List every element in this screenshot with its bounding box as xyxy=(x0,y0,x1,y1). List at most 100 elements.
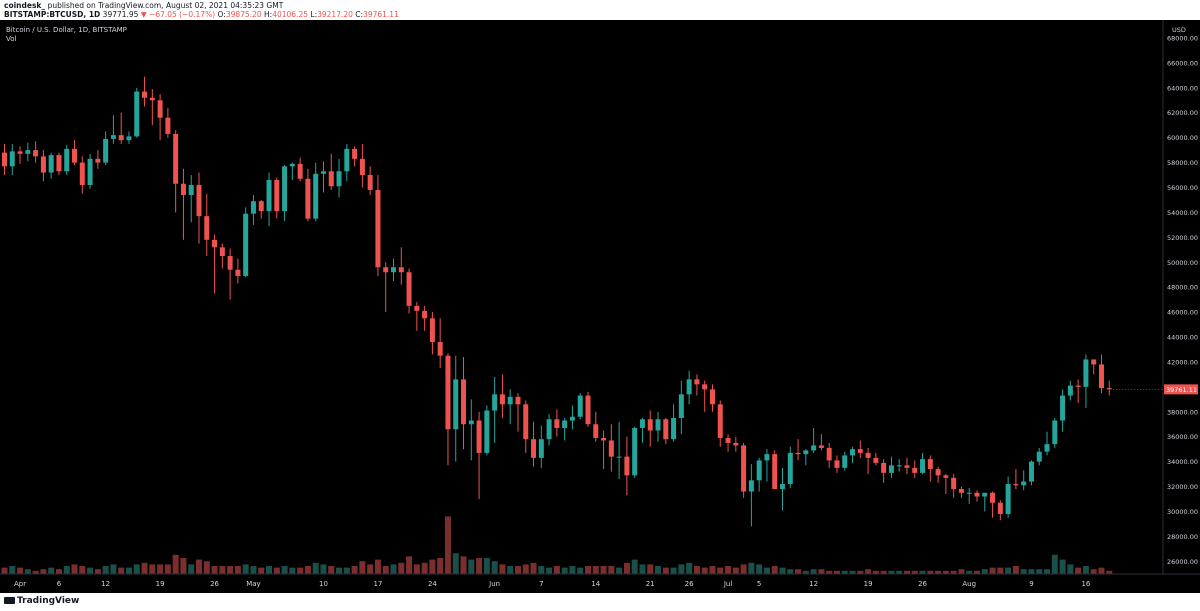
candle-body xyxy=(476,420,482,453)
volume-bar xyxy=(266,566,273,574)
low-value: 39217.20 xyxy=(317,10,353,19)
volume-bar xyxy=(149,564,156,574)
volume-bar xyxy=(110,564,117,574)
candle-body xyxy=(461,379,467,425)
candle-body xyxy=(818,445,824,448)
volume-bar xyxy=(40,569,47,574)
author-name[interactable]: coindesk_ xyxy=(4,1,46,10)
candle-body xyxy=(352,148,358,159)
volume-bar xyxy=(32,570,39,574)
volume-bar xyxy=(1075,567,1082,574)
candle-body xyxy=(764,454,770,461)
candle-body xyxy=(391,267,396,273)
volume-bar xyxy=(974,570,980,574)
volume-bar xyxy=(787,569,794,574)
volume-bar xyxy=(9,566,16,574)
candle-body xyxy=(429,318,435,343)
time-tick-label: 24 xyxy=(428,580,437,588)
time-tick-label: 19 xyxy=(864,580,873,588)
candle-body xyxy=(180,183,186,195)
price-tick-label: 28000.00 xyxy=(1167,533,1198,541)
volume-bar xyxy=(87,567,94,574)
tradingview-logo[interactable]: TradingView xyxy=(4,596,79,606)
volume-bar xyxy=(958,569,965,574)
volume-bar xyxy=(701,567,708,574)
time-tick-label: Jun xyxy=(488,580,500,588)
close-value: 39761.11 xyxy=(363,10,399,19)
volume-bar xyxy=(125,567,132,574)
high-value: 40106.25 xyxy=(272,10,308,19)
low-label: L: xyxy=(310,10,318,19)
volume-bar xyxy=(1059,559,1066,574)
volume-bar xyxy=(188,564,195,574)
candle-body xyxy=(492,394,498,411)
candle-body xyxy=(72,148,78,163)
candle-body xyxy=(616,456,622,458)
volume-bar xyxy=(133,564,140,574)
candle-body xyxy=(289,163,295,167)
tradingview-logo-text: TradingView xyxy=(17,596,80,606)
volume-bar xyxy=(413,564,420,574)
volume-bar xyxy=(818,569,825,574)
time-axis[interactable]: Apr 6 12 19 26 May 10 17 24 Jun 7 14 21 26 Jul 5 12 19 26 A… xyxy=(14,580,1091,588)
volume-bar xyxy=(935,570,942,574)
volume-bar xyxy=(390,564,397,574)
candle-body xyxy=(227,256,233,270)
candle-body xyxy=(1060,395,1066,421)
volume-bar xyxy=(429,559,436,574)
candle-body xyxy=(258,201,264,212)
candle-body xyxy=(33,150,39,157)
candle-body xyxy=(686,379,692,395)
price-tick-label: 66000.00 xyxy=(1167,59,1198,67)
candle-body xyxy=(297,163,303,179)
candle-body xyxy=(40,156,46,173)
volume-bar xyxy=(561,567,568,574)
volume-bar xyxy=(569,566,576,574)
candle-body xyxy=(79,162,85,186)
candle-body xyxy=(344,148,350,172)
candle-body xyxy=(320,171,326,174)
last-price-text: 39761.11 xyxy=(1166,386,1197,394)
open-label: O: xyxy=(217,10,226,19)
candle-body xyxy=(569,416,575,421)
candle-body xyxy=(1106,388,1112,390)
volume-bar xyxy=(460,556,467,574)
candle-body xyxy=(212,239,218,248)
price-tick-label: 38000.00 xyxy=(1167,408,1198,416)
volume-bar xyxy=(297,567,304,574)
price-tick-label: 44000.00 xyxy=(1167,334,1198,342)
candle-body xyxy=(733,442,739,446)
price-tick-label: 58000.00 xyxy=(1167,159,1198,167)
candle-body xyxy=(904,465,910,468)
publish-line: coindesk_ published on TradingView.com, … xyxy=(4,1,283,10)
price-tick-label: 56000.00 xyxy=(1167,184,1198,192)
time-tick-label: 16 xyxy=(1081,580,1090,588)
time-tick-label: 21 xyxy=(646,580,655,588)
candle-body xyxy=(780,484,785,490)
candlestick-chart[interactable]: 26000.00 28000.00 30000.00 32000.00 34000.00… xyxy=(0,20,1200,593)
candle-body xyxy=(64,148,70,172)
time-tick-label: 26 xyxy=(918,580,927,588)
time-tick-label: 26 xyxy=(210,580,219,588)
time-tick-label: Apr xyxy=(14,580,26,588)
candle-body xyxy=(1021,481,1027,486)
volume-bar xyxy=(989,567,996,574)
volume-bar xyxy=(1036,569,1043,574)
volume-bar xyxy=(312,562,319,574)
candle-body xyxy=(803,450,809,455)
candle-body xyxy=(383,267,389,273)
time-tick-label: 19 xyxy=(156,580,165,588)
candle-body xyxy=(772,454,778,490)
volume-bar xyxy=(585,566,591,574)
candle-body xyxy=(87,158,93,186)
volume-bars xyxy=(1,516,1113,574)
volume-bar xyxy=(608,566,615,574)
volume-bar xyxy=(63,566,70,574)
candle-body xyxy=(422,310,428,319)
candle-body xyxy=(725,437,731,443)
volume-bar xyxy=(927,570,934,574)
volume-bar xyxy=(592,566,599,574)
volume-bar xyxy=(631,559,638,574)
price-tick-label: 64000.00 xyxy=(1167,84,1198,92)
volume-bar xyxy=(880,570,887,574)
